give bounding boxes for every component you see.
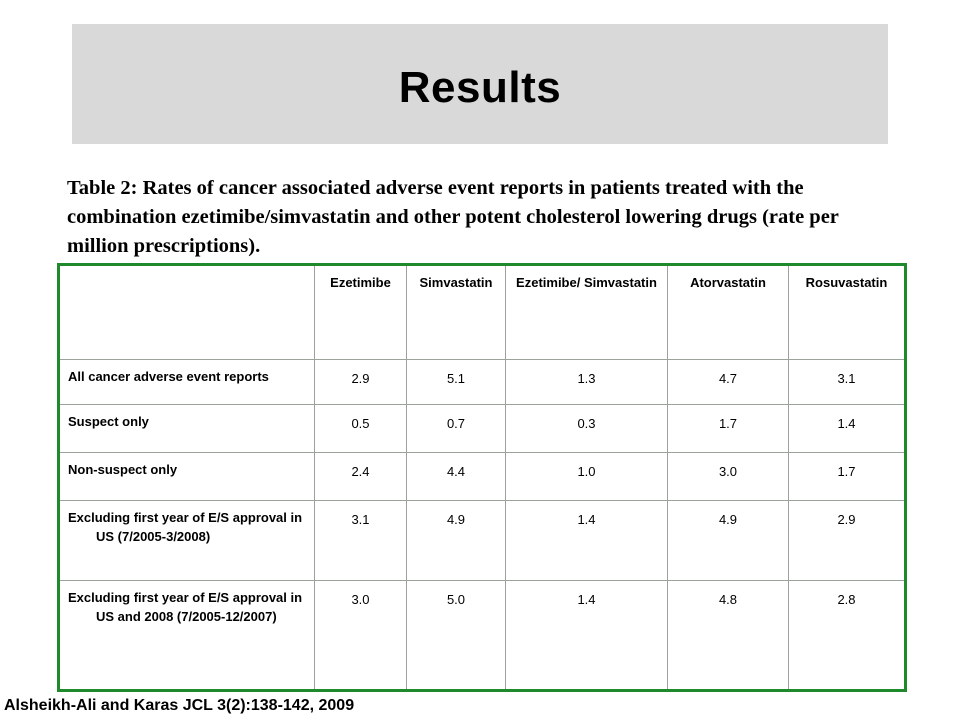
table-cell: 4.7: [667, 359, 789, 405]
table-cell: 4.4: [406, 452, 506, 501]
table-cell: 0.7: [406, 404, 506, 453]
row-label: Excluding first year of E/S approval in …: [57, 580, 315, 692]
header-cell-empty: [57, 263, 315, 360]
table-row: Non-suspect only 2.4 4.4 1.0 3.0 1.7: [57, 452, 907, 501]
table-cell: 3.0: [667, 452, 789, 501]
header-cell-atorvastatin: Atorvastatin: [667, 263, 789, 360]
citation: Alsheikh-Ali and Karas JCL 3(2):138-142,…: [4, 697, 355, 714]
table-cell: 1.4: [505, 580, 668, 692]
row-label: Suspect only: [57, 404, 315, 453]
table-row: Excluding first year of E/S approval in …: [57, 500, 907, 581]
table-cell: 4.8: [667, 580, 789, 692]
table-cell: 3.0: [314, 580, 407, 692]
row-label-text: Suspect only: [68, 414, 149, 429]
header-cell-ezetimibe: Ezetimibe: [314, 263, 407, 360]
table-cell: 3.1: [314, 500, 407, 581]
row-label: Excluding first year of E/S approval in …: [57, 500, 315, 581]
table-cell: 2.9: [314, 359, 407, 405]
table-cell: 1.7: [667, 404, 789, 453]
table-row: Excluding first year of E/S approval in …: [57, 580, 907, 692]
table-cell: 4.9: [406, 500, 506, 581]
table-cell: 2.4: [314, 452, 407, 501]
table-cell: 3.1: [788, 359, 907, 405]
title-banner: Results: [72, 24, 888, 144]
table-cell: 0.5: [314, 404, 407, 453]
row-label-text: Excluding first year of E/S approval in …: [68, 590, 303, 624]
row-label-text: All cancer adverse event reports: [68, 369, 269, 384]
table-cell: 1.3: [505, 359, 668, 405]
table-cell: 5.0: [406, 580, 506, 692]
header-cell-simvastatin: Simvastatin: [406, 263, 506, 360]
table-cell: 1.7: [788, 452, 907, 501]
table-cell: 2.8: [788, 580, 907, 692]
table-cell: 5.1: [406, 359, 506, 405]
table-header-row: Ezetimibe Simvastatin Ezetimibe/ Simvast…: [57, 263, 907, 360]
table-row: Suspect only 0.5 0.7 0.3 1.7 1.4: [57, 404, 907, 453]
table-cell: 0.3: [505, 404, 668, 453]
header-cell-rosuvastatin: Rosuvastatin: [788, 263, 907, 360]
table-cell: 1.4: [788, 404, 907, 453]
table-cell: 4.9: [667, 500, 789, 581]
row-label: Non-suspect only: [57, 452, 315, 501]
table-row: All cancer adverse event reports 2.9 5.1…: [57, 359, 907, 405]
row-label-text: Non-suspect only: [68, 462, 178, 477]
row-label: All cancer adverse event reports: [57, 359, 315, 405]
header-cell-ezetimibe-simvastatin: Ezetimibe/ Simvastatin: [505, 263, 668, 360]
row-label-text: Excluding first year of E/S approval in …: [68, 510, 303, 544]
table-cell: 2.9: [788, 500, 907, 581]
table-cell: 1.0: [505, 452, 668, 501]
table-cell: 1.4: [505, 500, 668, 581]
table-caption: Table 2: Rates of cancer associated adve…: [67, 177, 839, 257]
results-table: Ezetimibe Simvastatin Ezetimibe/ Simvast…: [57, 263, 907, 692]
slide-title: Results: [398, 63, 562, 112]
